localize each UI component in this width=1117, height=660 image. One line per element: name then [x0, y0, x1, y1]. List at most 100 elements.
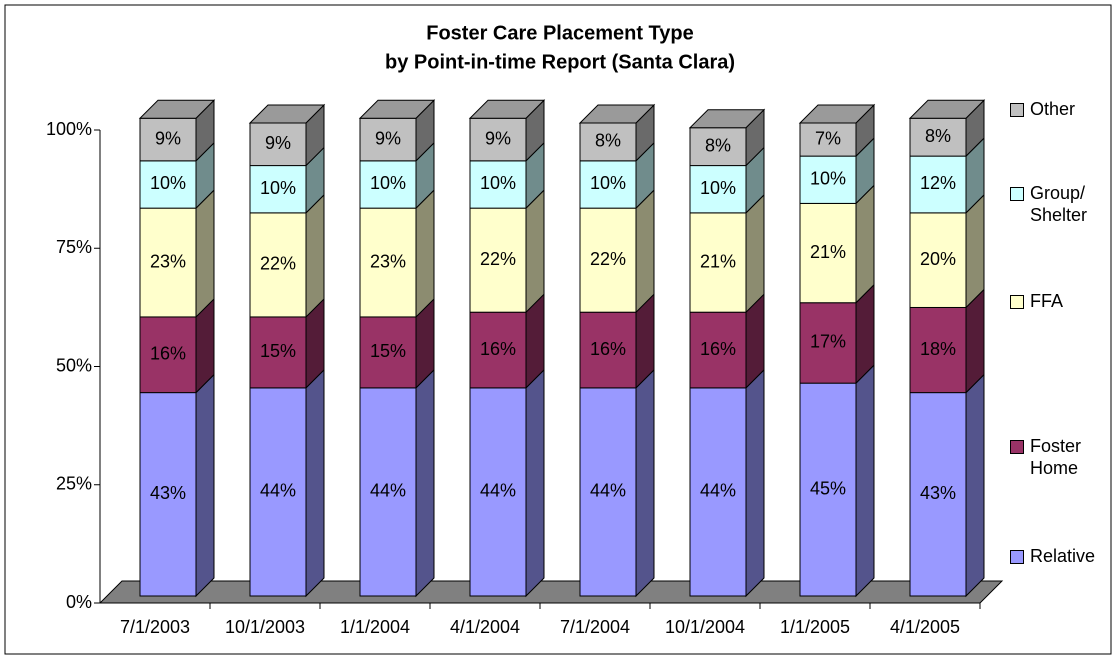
bar-side — [635, 188, 655, 314]
bar — [249, 165, 307, 214]
bar-side — [305, 193, 325, 319]
value-label: 44% — [590, 481, 626, 501]
legend-swatch — [1010, 440, 1024, 454]
legend-label: Other — [1030, 99, 1076, 119]
value-label: 10% — [370, 173, 406, 193]
x-tick-label: 4/1/2005 — [890, 617, 960, 637]
bar-side — [745, 193, 765, 314]
bar — [359, 316, 417, 389]
value-label: 44% — [370, 481, 406, 501]
bar-side — [415, 368, 435, 598]
value-label: 15% — [260, 341, 296, 361]
value-label: 21% — [810, 242, 846, 262]
bar — [249, 387, 307, 597]
x-tick-label: 1/1/2004 — [340, 617, 410, 637]
bar-top — [358, 99, 436, 119]
bar — [579, 311, 637, 389]
value-label: 10% — [810, 169, 846, 189]
bar — [359, 160, 417, 209]
bar — [139, 316, 197, 394]
value-label: 20% — [920, 249, 956, 269]
bar — [799, 382, 857, 597]
value-label: 10% — [700, 178, 736, 198]
bar — [139, 392, 197, 597]
bar — [909, 392, 967, 597]
value-label: 8% — [925, 126, 951, 146]
value-label: 15% — [370, 341, 406, 361]
value-label: 44% — [260, 481, 296, 501]
x-tick-label: 10/1/2004 — [665, 617, 745, 637]
legend-label: Relative — [1030, 546, 1096, 566]
bar-side — [525, 368, 545, 598]
bar — [799, 122, 857, 157]
bar-side — [305, 368, 325, 598]
legend-label: Group/ Shelter — [1030, 183, 1088, 225]
value-label: 9% — [485, 128, 511, 148]
bar — [579, 207, 637, 313]
bar — [469, 160, 527, 209]
bar-side — [635, 368, 655, 598]
value-label: 12% — [920, 173, 956, 193]
y-tick-label: 25% — [56, 474, 92, 494]
value-label: 22% — [260, 254, 296, 274]
value-label: 9% — [155, 128, 181, 148]
bar — [689, 387, 747, 597]
value-label: 16% — [700, 339, 736, 359]
bar — [799, 202, 857, 304]
bar — [469, 207, 527, 313]
bar-side — [965, 373, 985, 598]
bar — [249, 316, 307, 389]
value-label: 22% — [480, 249, 516, 269]
bar — [909, 212, 967, 308]
bar — [139, 117, 197, 162]
bar — [469, 311, 527, 389]
value-label: 10% — [480, 173, 516, 193]
value-label: 23% — [150, 251, 186, 271]
x-tick-label: 10/1/2003 — [225, 617, 305, 637]
bar-side — [525, 188, 545, 314]
x-tick-label: 1/1/2005 — [780, 617, 850, 637]
bar — [689, 165, 747, 214]
bar — [139, 160, 197, 209]
value-label: 8% — [705, 135, 731, 155]
bar-side — [855, 184, 875, 304]
x-tick-label: 7/1/2004 — [560, 617, 630, 637]
value-label: 16% — [590, 339, 626, 359]
value-label: 44% — [480, 481, 516, 501]
value-label: 43% — [150, 483, 186, 503]
value-label: 16% — [150, 344, 186, 364]
bar — [579, 387, 637, 597]
bar-top — [468, 99, 546, 119]
bar — [909, 306, 967, 394]
bar-top — [688, 109, 766, 129]
bar — [689, 311, 747, 389]
value-label: 44% — [700, 481, 736, 501]
legend-label: FFA — [1030, 291, 1064, 311]
bar — [359, 207, 417, 318]
value-label: 10% — [590, 173, 626, 193]
value-label: 8% — [595, 131, 621, 151]
bar-top — [578, 104, 656, 124]
bar-side — [195, 373, 215, 598]
legend-swatch — [1010, 295, 1024, 309]
x-tick-label: 4/1/2004 — [450, 617, 520, 637]
bar-side — [965, 193, 985, 309]
value-label: 23% — [370, 251, 406, 271]
bar — [579, 160, 637, 209]
bar-side — [855, 363, 875, 598]
x-tick-label: 7/1/2003 — [120, 617, 190, 637]
value-label: 16% — [480, 339, 516, 359]
value-label: 18% — [920, 339, 956, 359]
chart-title: Foster Care Placement Type — [426, 22, 694, 44]
bar — [469, 387, 527, 597]
bar-top — [248, 104, 326, 124]
value-label: 10% — [150, 173, 186, 193]
y-tick-label: 50% — [56, 355, 92, 375]
y-tick-label: 75% — [56, 237, 92, 257]
bar — [249, 212, 307, 318]
legend-swatch — [1010, 550, 1024, 564]
bar — [799, 155, 857, 204]
chart-subtitle: by Point-in-time Report (Santa Clara) — [385, 51, 735, 73]
